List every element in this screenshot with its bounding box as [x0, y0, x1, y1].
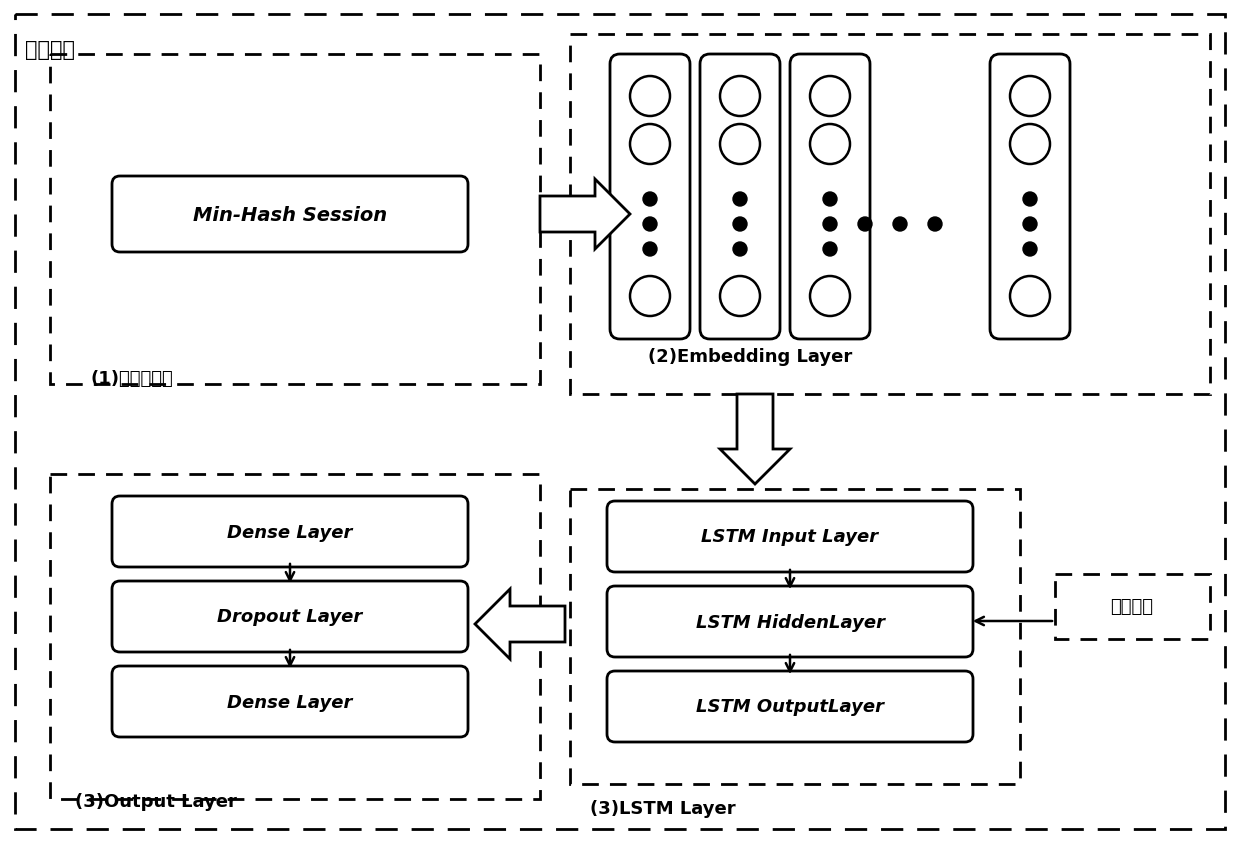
Circle shape [1011, 277, 1050, 316]
Text: Dropout Layer: Dropout Layer [217, 608, 362, 625]
FancyBboxPatch shape [701, 55, 780, 339]
Bar [570, 490, 1021, 784]
Text: (2)Embedding Layer: (2)Embedding Layer [647, 348, 852, 365]
Circle shape [823, 218, 837, 232]
Polygon shape [720, 394, 790, 484]
FancyBboxPatch shape [608, 501, 973, 572]
Text: (3)Output Layer: (3)Output Layer [74, 792, 237, 810]
Text: 离线训练: 离线训练 [25, 40, 74, 60]
Circle shape [1023, 243, 1037, 257]
FancyBboxPatch shape [112, 582, 467, 652]
Bar [50, 55, 539, 385]
Circle shape [720, 277, 760, 316]
Circle shape [823, 192, 837, 207]
Circle shape [1023, 192, 1037, 207]
Bar [570, 35, 1210, 394]
Circle shape [630, 77, 670, 116]
Text: LSTM HiddenLayer: LSTM HiddenLayer [696, 613, 884, 630]
Circle shape [644, 218, 657, 232]
Text: (3)LSTM Layer: (3)LSTM Layer [590, 799, 735, 817]
Circle shape [823, 243, 837, 257]
Circle shape [858, 218, 872, 232]
Text: Dense Layer: Dense Layer [227, 693, 352, 711]
Circle shape [810, 77, 849, 116]
Circle shape [733, 192, 746, 207]
Circle shape [893, 218, 906, 232]
Polygon shape [475, 589, 565, 659]
FancyBboxPatch shape [608, 671, 973, 742]
Circle shape [1023, 218, 1037, 232]
Circle shape [644, 192, 657, 207]
Circle shape [928, 218, 942, 232]
FancyBboxPatch shape [790, 55, 870, 339]
Text: LSTM Input Layer: LSTM Input Layer [702, 528, 879, 546]
Circle shape [644, 243, 657, 257]
FancyBboxPatch shape [610, 55, 689, 339]
Text: (1)数据预处理: (1)数据预处理 [91, 370, 172, 387]
Circle shape [733, 218, 746, 232]
Text: 网格搜索: 网格搜索 [1111, 598, 1153, 615]
Circle shape [630, 277, 670, 316]
Polygon shape [539, 180, 630, 250]
Circle shape [810, 125, 849, 165]
Circle shape [1011, 125, 1050, 165]
Circle shape [720, 77, 760, 116]
Circle shape [630, 125, 670, 165]
Circle shape [810, 277, 849, 316]
FancyBboxPatch shape [112, 496, 467, 567]
FancyBboxPatch shape [112, 176, 467, 252]
Text: LSTM OutputLayer: LSTM OutputLayer [696, 698, 884, 716]
Text: Dense Layer: Dense Layer [227, 523, 352, 541]
Circle shape [720, 125, 760, 165]
Text: Min-Hash Session: Min-Hash Session [193, 205, 387, 225]
FancyBboxPatch shape [608, 587, 973, 657]
FancyBboxPatch shape [990, 55, 1070, 339]
FancyBboxPatch shape [112, 666, 467, 737]
Bar [50, 474, 539, 799]
Circle shape [1011, 77, 1050, 116]
Bar [1055, 574, 1210, 639]
Circle shape [733, 243, 746, 257]
